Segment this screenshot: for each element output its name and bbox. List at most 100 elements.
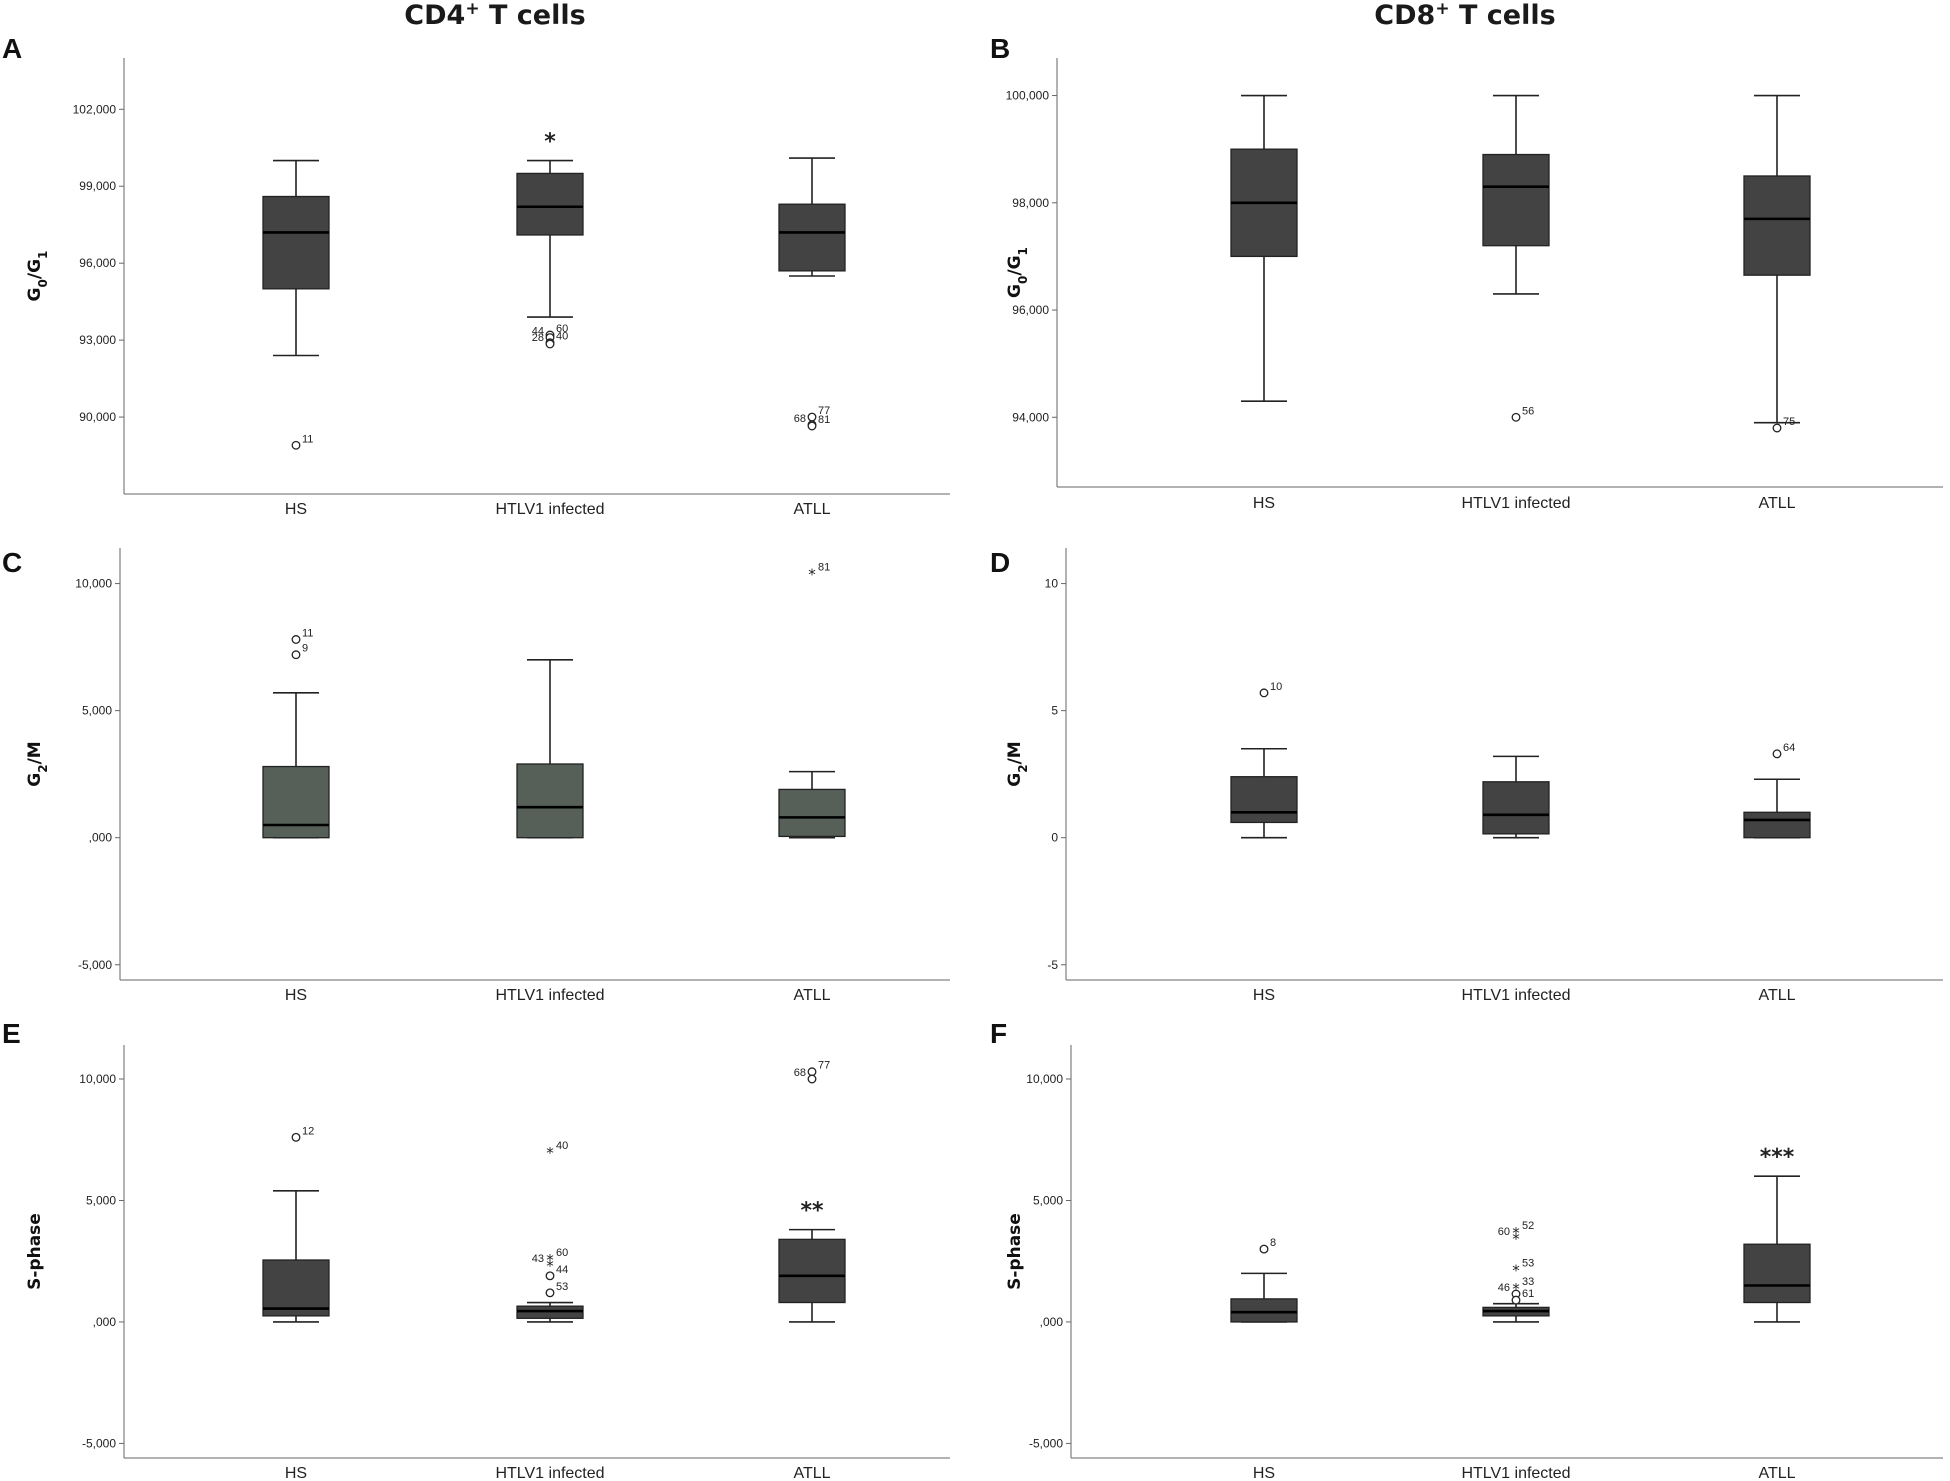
outlier-label: 11	[302, 627, 313, 639]
x-category-label: HTLV1 infected	[495, 501, 604, 518]
x-category-label: HTLV1 infected	[495, 1465, 604, 1481]
outlier-label: 53	[556, 1281, 568, 1293]
box-atll: 64	[1743, 742, 1811, 839]
extreme-point: *	[546, 1251, 554, 1269]
y-tick-label: 0	[1051, 831, 1058, 845]
x-category-label: HTLV1 infected	[495, 987, 604, 1004]
panel-letter: A	[2, 33, 22, 64]
panel-c: C -5,000 ,000 5,000 10,000 G2/M HS HTLV1 infect…	[2, 547, 950, 1004]
iqr-box	[516, 763, 584, 839]
outlier-label: 44	[556, 1264, 568, 1276]
y-tick-label: -5,000	[82, 1436, 116, 1450]
extreme-point: *	[808, 565, 816, 583]
panel-a: A 90,000 93,000 96,000 99,000 102,000 G0/G1 HS H…	[2, 33, 950, 518]
x-category-label: ATLL	[793, 987, 830, 1004]
box-hs: 10	[1230, 681, 1298, 839]
y-axis-label: S-phase	[25, 1213, 45, 1290]
outlier-point	[1511, 412, 1521, 422]
y-tick-label: 10,000	[75, 577, 112, 591]
x-category-label: HS	[1253, 495, 1275, 512]
x-category-label: HS	[1253, 1465, 1275, 1481]
y-axis-label: G0/G1	[1005, 247, 1030, 298]
box-atll: * 81	[778, 561, 846, 839]
outlier-label: 77	[818, 405, 830, 417]
y-tick-label: ,000	[93, 1315, 117, 1329]
box-htlv1-infected	[1482, 755, 1550, 839]
iqr-box	[1743, 1243, 1811, 1304]
outlier-point	[1259, 688, 1269, 698]
y-tick-label: 98,000	[1012, 196, 1049, 210]
panel-letter: B	[990, 33, 1010, 64]
y-tick-label: 5	[1051, 704, 1058, 718]
outlier-label: 60	[556, 323, 568, 335]
outlier-point	[1259, 1244, 1269, 1254]
x-category-label: ATLL	[793, 1465, 830, 1481]
outlier-label: 9	[302, 643, 308, 655]
y-tick-label: ,000	[89, 831, 113, 845]
y-tick-label: 10,000	[1026, 1072, 1063, 1086]
box-hs: 8	[1230, 1237, 1298, 1323]
panel-letter: F	[990, 1018, 1007, 1049]
x-category-label: HTLV1 infected	[1461, 495, 1570, 512]
outlier-label: 53	[1522, 1258, 1534, 1270]
column-title-cd4: CD4+ T cells	[404, 0, 585, 31]
outlier-point	[1772, 749, 1782, 759]
outlier-point	[807, 412, 817, 422]
y-tick-label: 99,000	[79, 179, 116, 193]
y-tick-label: 5,000	[1033, 1193, 1063, 1207]
panel-letter: C	[2, 547, 22, 578]
iqr-box	[1743, 175, 1811, 276]
outlier-point	[1772, 423, 1782, 433]
y-axis-label: G2/M	[1005, 741, 1030, 786]
iqr-box	[778, 1238, 846, 1304]
outlier-label: 44	[532, 326, 544, 338]
outlier-label: 46	[1498, 1282, 1510, 1294]
box-htlv1-infected: 56	[1482, 94, 1550, 422]
panel-e: E -5,000 ,000 5,000 10,000 S-phase HS HTLV1 inf…	[2, 1018, 950, 1481]
iqr-box	[1230, 776, 1298, 824]
x-category-label: HTLV1 infected	[1461, 1465, 1570, 1481]
x-category-label: ATLL	[1758, 495, 1795, 512]
x-category-label: ATLL	[1758, 987, 1795, 1004]
extreme-point: *	[1512, 1224, 1520, 1242]
panel-letter: E	[2, 1018, 21, 1049]
box-htlv1-infected: * 60 44 40 28	[516, 130, 584, 349]
outlier-point	[1511, 1295, 1521, 1305]
y-tick-label: 102,000	[73, 102, 117, 116]
y-tick-label: 5,000	[86, 1193, 116, 1207]
outlier-label: 77	[818, 1060, 830, 1072]
box-atll: 75	[1743, 94, 1811, 433]
outlier-label: 68	[794, 413, 806, 425]
y-tick-label: 94,000	[1012, 410, 1049, 424]
x-category-label: ATLL	[1758, 1465, 1795, 1481]
y-axis-label: S-phase	[1005, 1213, 1025, 1290]
y-tick-label: 96,000	[79, 256, 116, 270]
outlier-label: 40	[556, 331, 568, 343]
outlier-point	[545, 339, 555, 349]
outlier-label: 56	[1522, 405, 1534, 417]
y-tick-label: -5,000	[1029, 1436, 1063, 1450]
y-axis-label: G0/G1	[25, 251, 50, 302]
x-category-label: ATLL	[793, 501, 830, 518]
outlier-point	[807, 1074, 817, 1084]
iqr-box	[262, 195, 330, 290]
box-hs: 12	[262, 1125, 330, 1323]
box-hs: 11	[262, 159, 330, 450]
panel-d: D -5 0 5 10 G2/M HS HTLV1 infected ATLL 10 64	[990, 547, 1943, 1004]
outlier-point	[545, 1271, 555, 1281]
outlier-label: 43	[532, 1253, 544, 1265]
outlier-point	[291, 440, 301, 450]
outlier-point	[545, 1288, 555, 1298]
y-tick-label: 93,000	[79, 333, 116, 347]
iqr-box	[262, 1259, 330, 1317]
y-tick-label: -5,000	[78, 958, 112, 972]
panel-f: F -5,000 ,000 5,000 10,000 S-phase HS HTLV1 inf…	[990, 1018, 1943, 1481]
outlier-label: 40	[556, 1140, 568, 1152]
iqr-box	[1743, 811, 1811, 839]
y-tick-label: ,000	[1040, 1315, 1064, 1329]
outlier-point	[291, 635, 301, 644]
y-tick-label: -5	[1047, 958, 1058, 972]
y-tick-label: 100,000	[1006, 89, 1050, 103]
